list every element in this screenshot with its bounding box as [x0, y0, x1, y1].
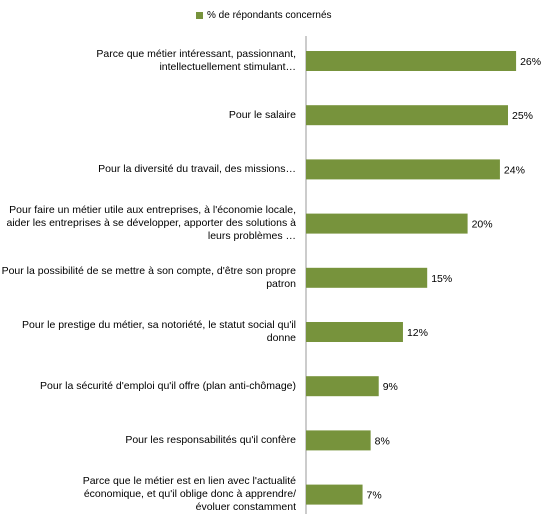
bar-value-label-1: 26%: [520, 56, 541, 68]
bar-3: [306, 159, 500, 180]
category-label-7: Pour la sécurité d'emploi qu'il offre (p…: [40, 379, 296, 392]
legend-swatch: [196, 11, 203, 19]
bar-4: [306, 213, 468, 234]
legend: % de répondants concernés: [196, 8, 332, 22]
bar-value-label-4: 20%: [472, 219, 493, 231]
category-label-8: Pour les responsabilités qu'il confère: [125, 433, 296, 446]
bar-value-label-5: 15%: [431, 273, 452, 285]
category-label-3: Pour la diversité du travail, des missio…: [98, 162, 296, 175]
legend-label: % de répondants concernés: [207, 9, 332, 21]
bar-value-label-7: 9%: [383, 381, 398, 393]
bar-6: [306, 322, 403, 342]
bar-value-label-3: 24%: [504, 164, 525, 176]
category-label-6: Pour le prestige du métier, sa notoriété…: [22, 319, 296, 344]
bar-1: [306, 51, 517, 71]
bar-9: [306, 484, 363, 505]
category-label-2: Pour le salaire: [228, 108, 296, 121]
category-label-5: Pour la possibilité de se mettre à son c…: [1, 264, 296, 290]
category-label-9: Parce que le métier est en lien avec l'a…: [82, 475, 296, 514]
bar-value-label-9: 7%: [367, 490, 382, 502]
bar-value-label-8: 8%: [375, 435, 390, 447]
bar-2: [306, 105, 508, 126]
bar-value-label-2: 25%: [512, 110, 533, 122]
bar-8: [306, 430, 371, 451]
bar-7: [306, 376, 379, 397]
bar-5: [306, 267, 428, 288]
bar-value-label-6: 12%: [407, 327, 428, 339]
category-label-1: Parce que métier intéressant, passionnan…: [96, 48, 296, 73]
category-label-4: Pour faire un métier utile aux entrepris…: [6, 204, 296, 243]
